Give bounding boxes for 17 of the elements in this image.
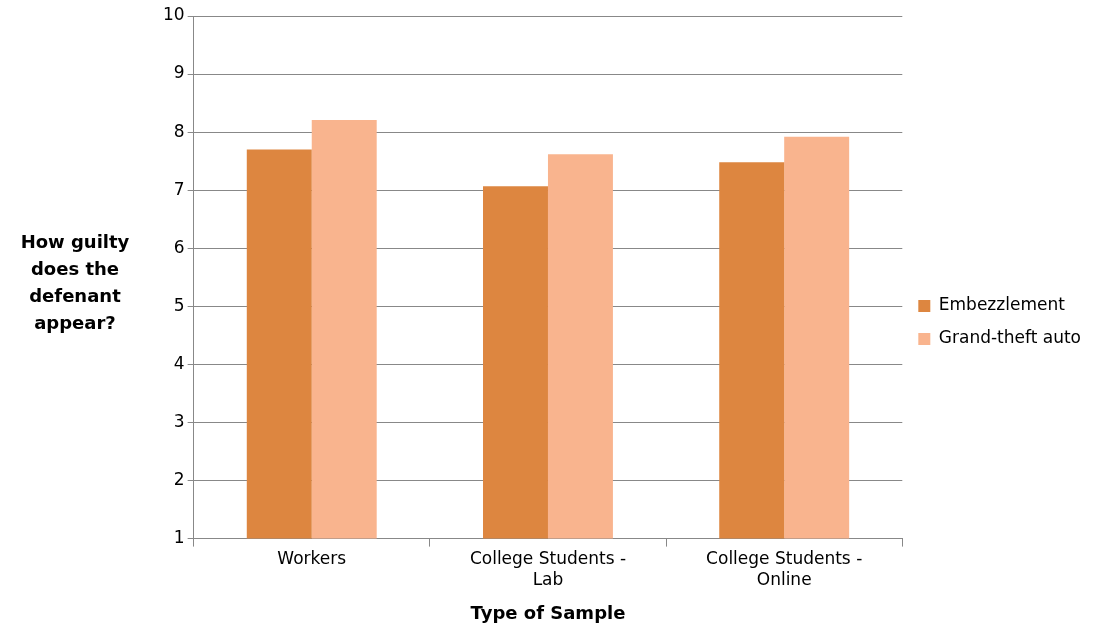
x-tick-label: College Students - Online: [706, 548, 863, 589]
y-tick-label: 4: [173, 352, 185, 373]
y-axis-title: How guilty does the defenant appear?: [19, 230, 131, 335]
y-tick-label: 10: [162, 4, 185, 25]
y-tick-label: 7: [173, 178, 185, 199]
y-tick-label: 9: [173, 62, 185, 83]
x-axis-title: Type of Sample: [470, 601, 626, 623]
x-tick-label: College Students - Lab: [469, 548, 627, 589]
y-tick-label: 2: [173, 468, 185, 489]
y-tick-label: 5: [173, 294, 185, 315]
y-tick-label: 3: [173, 410, 185, 431]
x-tick-label: Workers: [277, 548, 347, 569]
y-tick-label: 1: [173, 527, 185, 548]
y-tick-label: 6: [173, 236, 185, 257]
y-tick-label: 8: [173, 120, 185, 141]
legend-label: Grand-theft auto: [938, 327, 1082, 348]
legend-label: Embezzlement: [938, 294, 1066, 315]
